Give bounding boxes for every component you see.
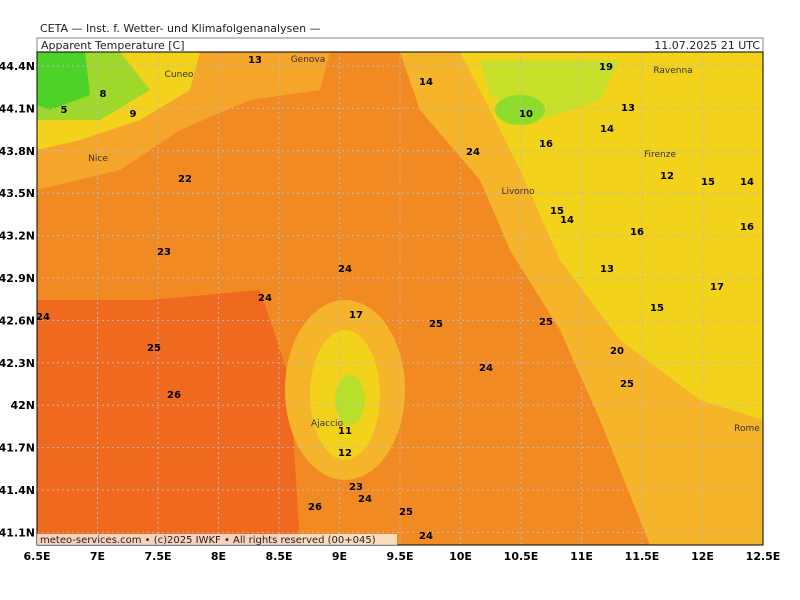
- x-tick-label: 11E: [570, 550, 593, 563]
- contour-label: 24: [466, 147, 480, 158]
- place-label: Rome: [734, 424, 760, 434]
- y-tick-label: 44.4N: [0, 60, 35, 73]
- y-tick-label: 43.5N: [0, 187, 35, 200]
- place-label: Nice: [88, 154, 108, 164]
- contour-label: 13: [621, 103, 635, 114]
- contour-label: 13: [248, 55, 262, 66]
- contour-label: 24: [338, 264, 352, 275]
- contour-label: 14: [740, 177, 754, 188]
- contour-label: 24: [258, 293, 272, 304]
- contour-label: 23: [157, 247, 171, 258]
- x-tick-label: 12E: [691, 550, 714, 563]
- contour-label: 22: [178, 174, 192, 185]
- y-tick-label: 41.4N: [0, 484, 35, 497]
- contour-label: 25: [429, 319, 443, 330]
- contour-label: 26: [167, 390, 181, 401]
- x-tick-label: 10.5E: [504, 550, 539, 563]
- contour-label: 26: [308, 502, 322, 513]
- contour-label: 25: [147, 343, 161, 354]
- x-tick-label: 8.5E: [265, 550, 292, 563]
- place-label: Cuneo: [165, 70, 194, 80]
- contour-label: 17: [710, 282, 724, 293]
- y-tick-label: 43.8N: [0, 145, 35, 158]
- contour-label: 8: [100, 89, 107, 100]
- contour-label: 15: [701, 177, 715, 188]
- place-label: Genova: [291, 55, 326, 65]
- map-title: Apparent Temperature [C]: [41, 39, 185, 52]
- y-tick-label: 44.1N: [0, 102, 35, 115]
- x-tick-label: 9.5E: [386, 550, 413, 563]
- x-tick-label: 12.5E: [746, 550, 781, 563]
- contour-label: 25: [399, 507, 413, 518]
- contour-label: 13: [600, 264, 614, 275]
- contour-label: 14: [419, 77, 433, 88]
- footer: meteo-services.com • (c)2025 IWKF • All …: [40, 535, 376, 546]
- contour-label: 24: [358, 494, 372, 505]
- contour-label: 11: [338, 426, 352, 437]
- contour-label: 16: [740, 222, 754, 233]
- y-tick-label: 41.7N: [0, 442, 35, 455]
- contour-label: 9: [130, 109, 137, 120]
- contour-label: 25: [620, 379, 634, 390]
- contour-label: 20: [610, 346, 624, 357]
- x-tick-label: 7E: [90, 550, 105, 563]
- place-label: Ravenna: [653, 66, 692, 76]
- y-tick-label: 42.6N: [0, 314, 35, 327]
- contour-label: 24: [36, 312, 50, 323]
- x-tick-label: 9E: [332, 550, 347, 563]
- place-label: Ajaccio: [311, 419, 344, 429]
- contour-label: 12: [660, 171, 674, 182]
- contour-label: 15: [650, 303, 664, 314]
- contour-label: 16: [539, 139, 553, 150]
- y-tick-label: 43.2N: [0, 230, 35, 243]
- contour-label: 5: [61, 105, 68, 116]
- contour-label: 10: [519, 109, 533, 120]
- map-frame: [36, 51, 764, 546]
- y-tick-label: 41.1N: [0, 526, 35, 539]
- contour-label: 15: [550, 206, 564, 217]
- x-tick-label: 6.5E: [23, 550, 50, 563]
- contour-label: 16: [630, 227, 644, 238]
- footer-bg: [37, 534, 397, 545]
- place-label: Firenze: [644, 150, 676, 160]
- x-tick-label: 11.5E: [625, 550, 660, 563]
- contour-label: 12: [338, 448, 352, 459]
- contour-label: 17: [349, 310, 363, 321]
- place-label: Livorno: [501, 187, 535, 197]
- map-date: 11.07.2025 21 UTC: [654, 39, 760, 52]
- contour-label: 14: [600, 124, 614, 135]
- contour-label: 19: [599, 62, 613, 73]
- contour-label: 24: [419, 531, 433, 542]
- contour-label: 24: [479, 363, 493, 374]
- institute: CETA — Inst. f. Wetter- und Klimafolgena…: [40, 22, 321, 35]
- y-tick-label: 42.3N: [0, 357, 35, 370]
- contour-label: 25: [539, 317, 553, 328]
- grid: [37, 52, 763, 545]
- y-tick-label: 42N: [10, 399, 35, 412]
- y-tick-label: 42.9N: [0, 272, 35, 285]
- contour-label: 14: [560, 215, 574, 226]
- x-tick-label: 8E: [211, 550, 226, 563]
- x-tick-label: 7.5E: [144, 550, 171, 563]
- contour-label: 23: [349, 482, 363, 493]
- x-tick-label: 10E: [449, 550, 472, 563]
